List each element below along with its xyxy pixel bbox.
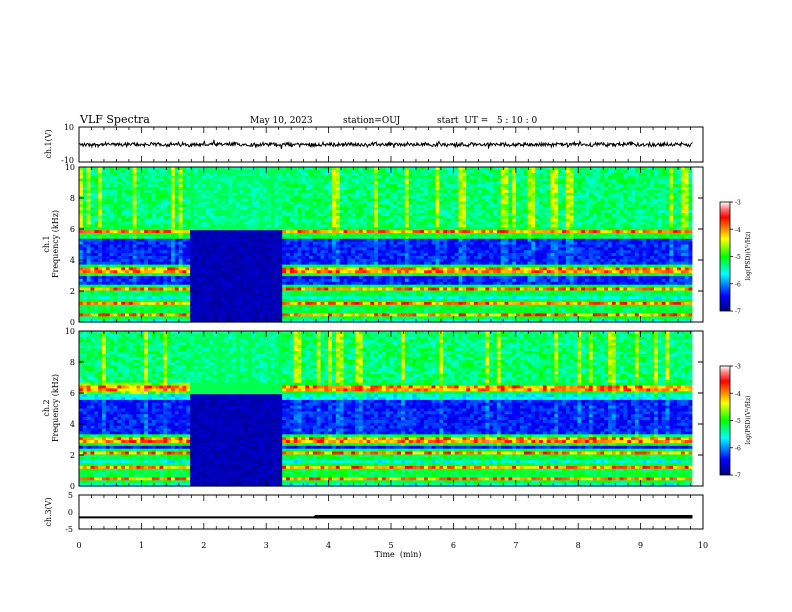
ch1-ytick-top: 10 — [64, 123, 74, 132]
x-tick-label: 4 — [326, 541, 331, 550]
ch3-ytick-bottom: -5 — [65, 525, 73, 534]
ch1-spectrogram-ylabel-channel: ch.1 — [42, 235, 51, 252]
x-axis-label: Time (min) — [375, 550, 422, 559]
ch2-colorbar-gradient — [719, 365, 731, 476]
ch1-spectrogram-image — [79, 167, 703, 323]
ch1-spectrogram-ytick-label: 6 — [70, 225, 75, 234]
ch1-spectrogram-ytick-label: 2 — [70, 287, 75, 296]
x-tick-label: 3 — [264, 541, 269, 550]
x-tick-label: 10 — [698, 541, 708, 550]
ch2-spectrogram-panel: 0 2 4 6 8 10 ch.2 Frequency (kHz) — [42, 327, 704, 491]
ch2-spectrogram-ylabel-freq: Frequency (kHz) — [51, 374, 60, 442]
ch2-spectrogram-image — [79, 331, 703, 487]
ch1-spectrogram-ytick-label: 4 — [70, 256, 75, 265]
ch1-spectrogram-panel: 0 2 4 6 8 10 ch.1 Frequency (kHz) — [42, 163, 704, 327]
ch1-spectrogram-ylabel-freq: Frequency (kHz) — [51, 210, 60, 278]
x-tick-label: 2 — [201, 541, 206, 550]
ch1-colorbar-tick-label: -6 — [735, 281, 741, 288]
x-tick-label: 5 — [388, 541, 393, 550]
x-tick-label: 1 — [139, 541, 144, 550]
ch1-colorbar-tick-label: -7 — [735, 309, 741, 316]
ch1-colorbar-label: log(PSD)(V2/Hz) — [744, 232, 753, 281]
ch2-spectrogram-ytick-label: 8 — [70, 358, 75, 367]
ch3-panel: 5 0 -5 ch.3(V) — [44, 491, 704, 534]
x-tick-label: 6 — [451, 541, 456, 550]
ch1-waveform-ylabel: ch.1(V) — [44, 129, 53, 158]
ch1-spectrogram-ytick-label: 0 — [70, 318, 75, 327]
x-tick-label: 8 — [576, 541, 581, 550]
ch1-spectrogram-ytick-label: 10 — [65, 163, 75, 172]
x-axis-ticks: 0 1 2 3 4 5 6 7 8 9 10 — [76, 127, 708, 550]
ch3-ytick-mid: 0 — [68, 508, 73, 517]
ch2-colorbar-label: log(PSD)(V2/Hz) — [744, 396, 753, 445]
ch2-spectrogram-ytick-label: 4 — [70, 420, 75, 429]
ch2-colorbar-tick-label: -6 — [735, 445, 741, 452]
ch1-colorbar-tick-label: -3 — [735, 200, 741, 207]
ch3-ytick-top: 5 — [68, 491, 73, 500]
ch2-colorbar-tick-label: -5 — [735, 418, 741, 425]
ch2-spectrogram-ytick-label: 2 — [70, 451, 75, 460]
ch1-waveform-trace — [78, 139, 693, 150]
ch1-colorbar-tick-label: -5 — [735, 254, 741, 261]
figure-title: VLF Spectra — [79, 113, 150, 126]
ch1-waveform-panel: 10 -10 ch.1(V) — [44, 123, 704, 165]
ch1-colorbar-gradient — [719, 201, 731, 312]
x-tick-label: 0 — [76, 541, 81, 550]
ch2-colorbar-tick-label: -4 — [735, 391, 741, 398]
ch1-colorbar: -3 -4 -5 -6 -7 log(PSD)(V2/Hz) — [719, 200, 753, 316]
station-label: station=OUJ — [343, 116, 401, 126]
start-time-label: start UT = 5 : 10 : 0 — [437, 116, 538, 126]
ch2-spectrogram-ytick-label: 6 — [70, 389, 75, 398]
ch2-colorbar: -3 -4 -5 -6 -7 log(PSD)(V2/Hz) — [719, 364, 753, 480]
ch2-spectrogram-ytick-label: 0 — [70, 482, 75, 491]
date-label: May 10, 2023 — [250, 116, 313, 126]
x-tick-label: 9 — [638, 541, 643, 550]
ch1-spectrogram-ytick-label: 8 — [70, 194, 75, 203]
ch3-ylabel: ch.3(V) — [44, 497, 53, 526]
x-tick-label: 7 — [513, 541, 518, 550]
ch2-colorbar-tick-label: -7 — [735, 473, 741, 480]
ch2-colorbar-tick-label: -3 — [735, 364, 741, 371]
ch1-colorbar-tick-label: -4 — [735, 227, 741, 234]
ch2-spectrogram-ytick-label: 10 — [65, 327, 75, 336]
ch1-ytick-bottom: -10 — [61, 156, 74, 165]
ch2-spectrogram-ylabel-channel: ch.2 — [42, 399, 51, 416]
